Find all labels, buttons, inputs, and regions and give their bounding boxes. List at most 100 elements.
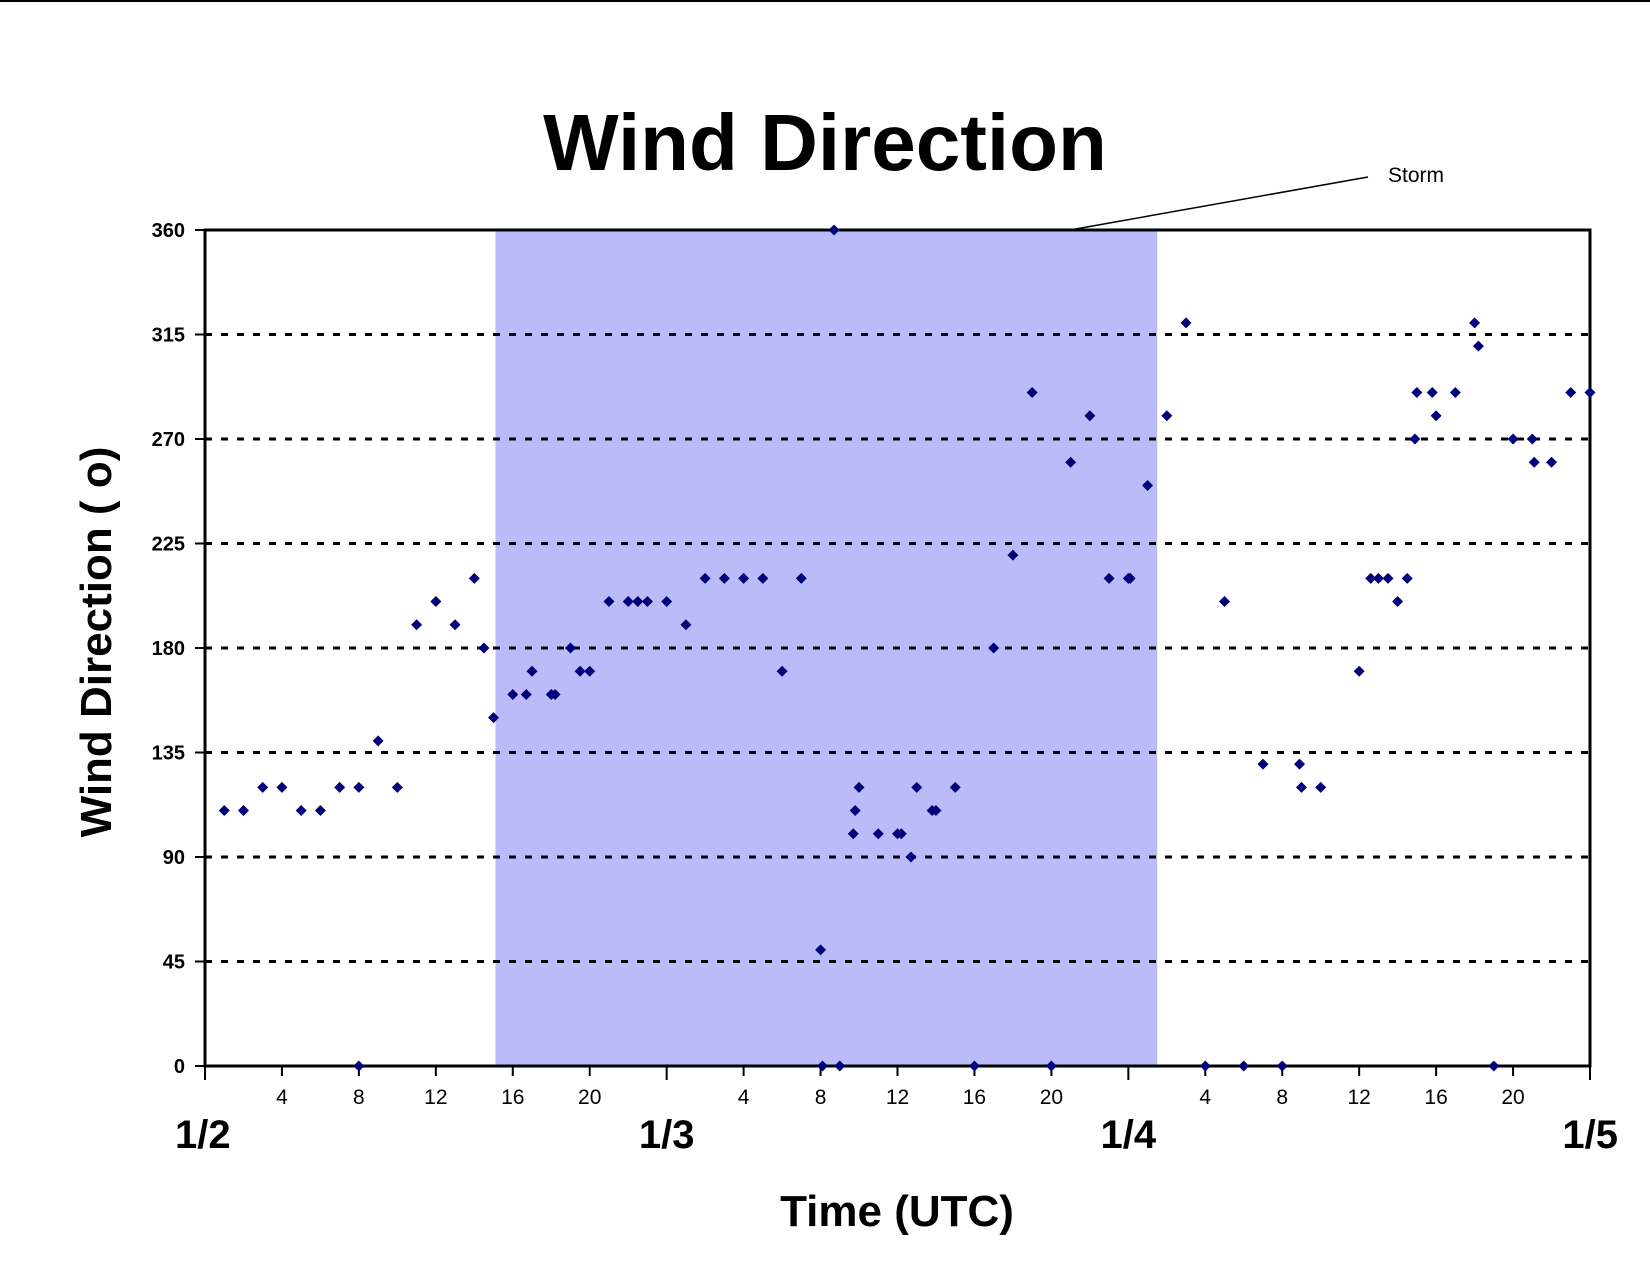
date-label: 1/4	[1101, 1113, 1157, 1157]
data-point	[1084, 410, 1096, 422]
x-tick-label: 12	[1347, 1086, 1370, 1109]
data-point	[1528, 456, 1540, 468]
y-tick-label: 225	[152, 534, 185, 556]
data-point	[353, 1060, 365, 1072]
data-point	[949, 781, 961, 793]
plot-area: 0 45 90 135 180 225 270 315 360 4 8 12 16 20 4 8 12 16 20…	[152, 220, 1618, 1157]
x-tick-label: 12	[424, 1086, 447, 1109]
x-tick-label: 16	[963, 1086, 986, 1109]
data-point	[584, 665, 596, 677]
data-point	[237, 805, 249, 817]
data-point	[295, 805, 307, 817]
data-point	[1065, 456, 1077, 468]
data-point	[849, 805, 861, 817]
date-label: 1/3	[639, 1113, 695, 1157]
data-point	[449, 619, 461, 631]
data-point	[1409, 433, 1421, 445]
date-label: 1/5	[1562, 1113, 1618, 1157]
data-point	[549, 688, 561, 700]
x-tick-label: 16	[1424, 1086, 1447, 1109]
data-point	[1199, 1060, 1211, 1072]
data-point	[1401, 572, 1413, 584]
data-point	[411, 619, 423, 631]
data-point	[641, 596, 653, 608]
data-point	[520, 688, 532, 700]
y-axis-label: Wind Direction ( o)	[72, 447, 121, 838]
data-point	[1180, 317, 1192, 329]
x-tick-label: 20	[1501, 1086, 1524, 1109]
data-point	[1161, 410, 1173, 422]
data-point	[1426, 387, 1438, 399]
data-point	[526, 665, 538, 677]
data-point	[905, 851, 917, 863]
x-tick-label: 8	[353, 1086, 365, 1109]
data-point	[488, 712, 500, 724]
x-tick-label: 4	[738, 1086, 750, 1109]
y-axis-ticks: 0 45 90 135 180 225 270 315 360	[152, 220, 205, 1078]
data-point	[430, 596, 442, 608]
x-tick-label: 4	[1199, 1086, 1211, 1109]
data-point	[1507, 433, 1519, 445]
x-tick-label: 20	[1040, 1086, 1063, 1109]
x-tick-label: 16	[501, 1086, 524, 1109]
data-point	[1257, 758, 1269, 770]
grid-lines	[205, 333, 1590, 963]
data-point	[1449, 387, 1461, 399]
data-point	[564, 642, 576, 654]
data-point	[257, 781, 269, 793]
storm-annotation-line	[1069, 176, 1369, 231]
data-point	[911, 781, 923, 793]
data-point	[872, 828, 884, 840]
x-tick-label: 8	[1276, 1086, 1288, 1109]
data-point	[1392, 596, 1404, 608]
data-point	[507, 688, 519, 700]
data-point	[1276, 1060, 1288, 1072]
data-point	[334, 781, 346, 793]
data-point	[1469, 317, 1481, 329]
y-tick-label: 135	[152, 743, 185, 765]
x-tick-label: 20	[578, 1086, 601, 1109]
data-point	[816, 1060, 828, 1072]
y-tick-label: 90	[163, 847, 185, 869]
data-point	[930, 805, 942, 817]
data-point	[1103, 572, 1115, 584]
data-point	[372, 735, 384, 747]
data-point	[622, 596, 634, 608]
y-tick-label: 315	[152, 325, 185, 347]
data-point	[1353, 665, 1365, 677]
data-point	[968, 1060, 980, 1072]
data-point	[603, 596, 615, 608]
x-axis-label: Time (UTC)	[780, 1187, 1014, 1236]
data-point	[1026, 387, 1038, 399]
data-point	[468, 572, 480, 584]
data-point	[1382, 572, 1394, 584]
data-point	[1315, 781, 1327, 793]
y-tick-label: 45	[163, 952, 185, 974]
storm-annotation-label: Storm	[1388, 164, 1444, 187]
data-point	[815, 944, 827, 956]
y-tick-label: 360	[152, 220, 185, 242]
x-tick-label: 12	[886, 1086, 909, 1109]
data-point	[847, 828, 859, 840]
data-point	[1546, 456, 1558, 468]
data-point	[478, 642, 490, 654]
data-point	[1430, 410, 1442, 422]
data-point	[276, 781, 288, 793]
data-point	[757, 572, 769, 584]
data-point	[1488, 1060, 1500, 1072]
y-tick-label: 180	[152, 638, 185, 660]
data-point	[218, 805, 230, 817]
data-point	[895, 828, 907, 840]
data-point	[661, 596, 673, 608]
data-point	[795, 572, 807, 584]
data-point	[1411, 387, 1423, 399]
data-point	[1219, 596, 1231, 608]
data-point	[1238, 1060, 1250, 1072]
data-point	[1045, 1060, 1057, 1072]
data-point	[314, 805, 326, 817]
data-point	[353, 781, 365, 793]
data-point	[718, 572, 730, 584]
x-axis-ticks: 4 8 12 16 20 4 8 12 16 20 4 8 12 16 20	[204, 1066, 1591, 1109]
data-point	[632, 596, 644, 608]
